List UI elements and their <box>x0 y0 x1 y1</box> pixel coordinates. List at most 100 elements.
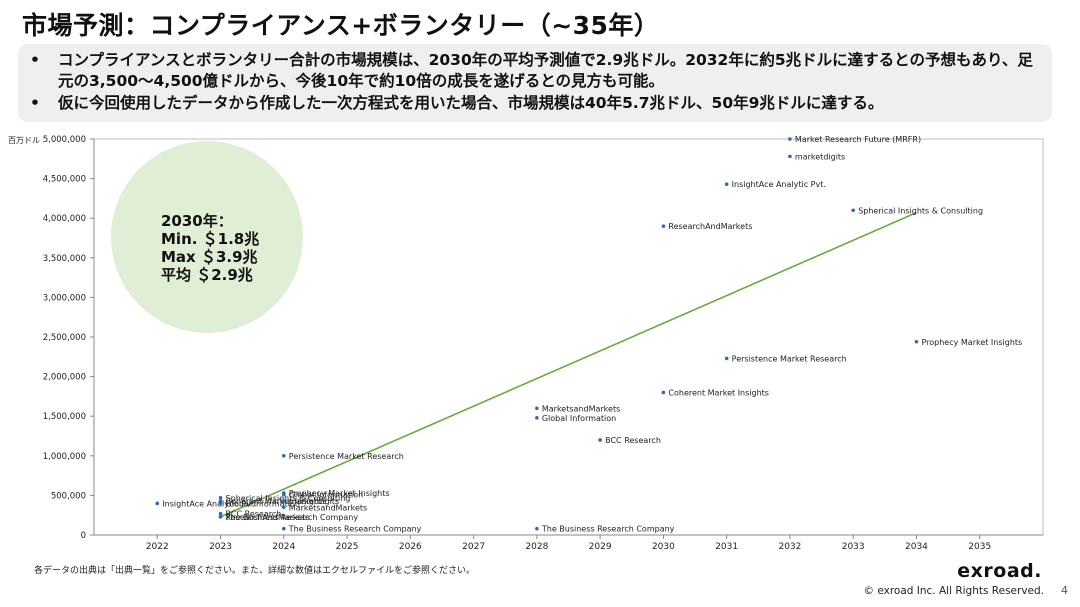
y-tick-label: 3,500,000 <box>43 254 86 264</box>
summary-box: • コンプライアンスとボランタリー合計の市場規模は、2030年の平均予測値で2.… <box>18 44 1052 122</box>
y-tick-label: 5,000,000 <box>43 135 86 145</box>
y-tick-label: 500,000 <box>51 491 86 501</box>
point-marker <box>282 526 286 531</box>
x-tick-label: 2029 <box>589 542 612 552</box>
data-point: The Business Research Company <box>282 525 422 534</box>
point-marker <box>851 208 855 213</box>
x-tick-label: 2035 <box>968 542 991 552</box>
data-point: Coherent Market Insights <box>218 497 327 506</box>
point-label: Coherent Market Insights <box>668 388 769 397</box>
data-point: BCC Research <box>598 436 661 445</box>
summary-bullet-2: • 仮に今回使用したデータから作成した一次方程式を用いた場合、市場規模は40年5… <box>30 93 1040 114</box>
point-marker <box>724 182 729 186</box>
callout-2030: 2030年： Min. ＄1.8兆 Max ＄3.9兆 平均 ＄2.9兆 <box>111 141 303 333</box>
data-point: InsightAce Analytic Pvt. <box>155 499 257 508</box>
point-label: Prophecy Market Insights <box>921 338 1022 347</box>
point-label: The Business Research Company <box>288 525 422 534</box>
data-point: Persistence Market Research <box>724 354 847 363</box>
x-tick-label: 2027 <box>462 542 485 552</box>
summary-bullet-1: • コンプライアンスとボランタリー合計の市場規模は、2030年の平均予測値で2.… <box>30 50 1040 92</box>
x-tick-label: 2034 <box>905 542 928 552</box>
point-marker <box>535 415 539 420</box>
data-point: Prophecy Market Insights <box>914 338 1022 347</box>
summary-bullet-text: コンプライアンスとボランタリー合計の市場規模は、2030年の平均予測値で2.9兆… <box>58 51 1033 90</box>
page-title: 市場予測：コンプライアンス+ボランタリー（~35年） <box>22 11 660 40</box>
chart-axes: 0 500,000 1,000,000 1,500,000 2,000,000 2,500… <box>8 135 1044 552</box>
page-number: 4 <box>1061 584 1068 597</box>
x-tick-label: 2033 <box>842 542 865 552</box>
x-tick-label: 2030 <box>652 542 675 552</box>
bullet-dot: • <box>30 94 40 112</box>
x-tick-label: 2022 <box>146 542 169 552</box>
company-logo: exroad. <box>957 560 1042 582</box>
point-marker <box>218 499 223 503</box>
point-label: Persistence Market Research <box>289 452 404 461</box>
point-marker <box>661 224 666 228</box>
y-tick-label: 4,500,000 <box>43 175 86 185</box>
summary-bullet-text: 仮に今回使用したデータから作成した一次方程式を用いた場合、市場規模は40年5.7… <box>58 94 884 112</box>
point-marker <box>724 356 729 361</box>
data-point: InsightAce Analytic Pvt. <box>724 180 826 189</box>
point-marker <box>218 511 223 516</box>
x-tick-label: 2025 <box>336 542 359 552</box>
data-point: Global Information <box>282 491 363 500</box>
chart-area: 0 500,000 1,000,000 1,500,000 2,000,000 2,500… <box>0 128 1080 558</box>
point-marker <box>282 499 286 503</box>
point-label: Global Information <box>289 491 363 500</box>
y-tick-label: 0 <box>81 531 86 541</box>
point-marker <box>598 438 602 442</box>
data-point: marketdigits <box>788 152 845 161</box>
point-marker <box>282 505 286 510</box>
y-tick-label: 1,000,000 <box>43 452 86 462</box>
point-marker <box>218 514 223 519</box>
point-label: BCC Research <box>605 436 661 445</box>
y-tick-label: 1,500,000 <box>43 412 86 422</box>
data-point: Spherical Insights & Consulting <box>218 494 351 503</box>
y-tick-label: 2,500,000 <box>43 333 86 343</box>
point-label: marketdigits <box>795 152 845 161</box>
bullet-dot: • <box>30 51 40 69</box>
callout-line-2: Min. ＄1.8兆 <box>161 230 259 248</box>
point-label: MarketsandMarkets <box>289 503 367 512</box>
point-label: The Business Research Company <box>541 525 675 534</box>
y-axis-title: 百万ドル <box>8 136 40 145</box>
point-label: Spherical Insights & Consulting <box>226 494 351 503</box>
callout-circle <box>111 141 303 333</box>
point-label: Market Research Future (MRFR) <box>795 135 921 144</box>
callout-line-3: Max ＄3.9兆 <box>161 248 258 266</box>
data-point: Persistence Market Research <box>282 452 404 461</box>
x-tick-label: 2023 <box>209 542 232 552</box>
point-marker <box>282 454 286 458</box>
data-point: Coherent Market Insights <box>661 388 769 397</box>
copyright-text: © exroad Inc. All Rights Reserved. <box>863 585 1045 597</box>
x-tick-label: 2024 <box>272 542 295 552</box>
data-point: marketdigits <box>282 497 339 506</box>
point-marker <box>535 406 539 411</box>
callout-line-1: 2030年： <box>161 212 233 230</box>
data-point: MarketsandMarkets <box>282 503 367 512</box>
data-point: ResearchAndMarkets <box>661 222 752 231</box>
point-label: The Business Research Company <box>225 513 359 522</box>
scatter-chart: 0 500,000 1,000,000 1,500,000 2,000,000 2,500… <box>8 135 1044 552</box>
x-tick-label: 2032 <box>778 542 801 552</box>
x-tick-label: 2028 <box>525 542 548 552</box>
point-label: Coherent Market Insights <box>226 497 327 506</box>
point-marker <box>218 495 223 500</box>
point-label: InsightAce Analytic Pvt. <box>732 180 826 189</box>
data-point: The Business Research Company <box>535 525 675 534</box>
point-marker <box>788 137 792 141</box>
data-point: Market Research Future (MRFR) <box>788 135 921 144</box>
point-label: ResearchAndMarkets <box>668 222 752 231</box>
point-label: Spherical Insights & Consulting <box>858 206 983 215</box>
y-tick-label: 3,000,000 <box>43 293 86 303</box>
data-point: Global Information <box>535 414 616 423</box>
callout-line-4: 平均 ＄2.9兆 <box>161 266 253 284</box>
point-label: Global Information <box>226 499 300 508</box>
x-tick-label: 2026 <box>399 542 422 552</box>
point-marker <box>535 526 539 531</box>
point-marker <box>788 154 792 159</box>
point-label: InsightAce Analytic Pvt. <box>162 499 256 508</box>
data-point: Spherical Insights & Consulting <box>851 206 983 215</box>
data-point: MarketsandMarkets <box>535 404 620 413</box>
point-marker <box>914 339 919 344</box>
